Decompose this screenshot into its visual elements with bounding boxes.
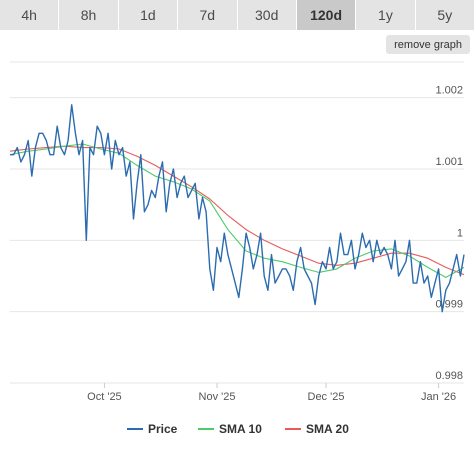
time-range-tabs: 4h 8h 1d 7d 30d 120d 1y 5y (0, 0, 474, 30)
remove-graph-button[interactable]: remove graph (386, 35, 470, 54)
sma10-line (9, 143, 465, 278)
sma20-line (9, 145, 465, 276)
tab-5y[interactable]: 5y (415, 0, 474, 30)
legend-sma20: SMA 20 (306, 422, 349, 436)
tab-4h[interactable]: 4h (0, 0, 60, 30)
price-line (10, 104, 465, 313)
y-tick-label: 1 (457, 227, 463, 239)
x-tick-label: Jan '26 (421, 391, 456, 403)
tab-120d[interactable]: 120d (296, 0, 357, 30)
x-tick-label: Dec '25 (308, 391, 345, 403)
tab-30d[interactable]: 30d (237, 0, 297, 30)
y-tick-label: 0.998 (435, 370, 463, 382)
x-tick-label: Oct '25 (87, 391, 122, 403)
y-tick-label: 1.001 (435, 156, 463, 168)
legend-sma10: SMA 10 (219, 422, 262, 436)
legend-price: Price (148, 422, 178, 436)
tab-7d[interactable]: 7d (178, 0, 238, 30)
y-tick-label: 1.002 (435, 85, 463, 97)
tab-8h[interactable]: 8h (59, 0, 119, 30)
x-tick-label: Nov '25 (199, 391, 236, 403)
y-tick-label: 0.999 (435, 299, 463, 311)
tab-1d[interactable]: 1d (118, 0, 179, 30)
tab-1y[interactable]: 1y (356, 0, 416, 30)
